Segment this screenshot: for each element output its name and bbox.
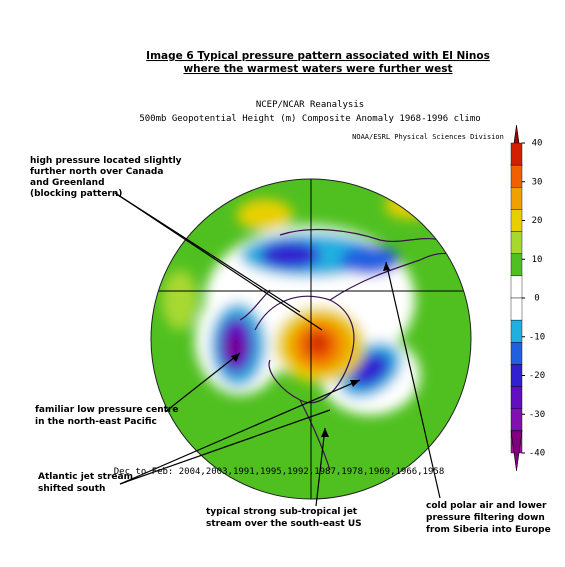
colorbar-tick-label: -20 (529, 371, 545, 381)
colorbar-cap (510, 430, 523, 472)
colorbar-band (510, 386, 523, 409)
colorbar-band (510, 231, 523, 254)
title-line: Image 6 Typical pressure pattern associa… (146, 50, 490, 62)
colorbar-band (510, 187, 523, 210)
colorbar-band (510, 209, 523, 232)
colorbar-tick-label: 30 (532, 177, 543, 187)
colorbar-band (510, 142, 523, 166)
colorbar-band (510, 408, 523, 432)
colorbar-band (510, 275, 523, 299)
annotation: high pressure located slightly further n… (30, 156, 185, 199)
colorbar: 40 30 20 10 0 -10 -20 -30 -40 (510, 124, 545, 472)
map (151, 179, 471, 499)
colorbar-band (510, 319, 523, 343)
header-line: 500mb Geopotential Height (m) Composite … (139, 114, 480, 124)
annotation: Atlantic jet stream shifted south (38, 472, 136, 494)
annotation: familiar low pressure centre in the nort… (35, 405, 182, 427)
arrows (114, 192, 441, 507)
map-border (150, 178, 472, 500)
colorbar-band (510, 297, 523, 321)
colorbar-band (510, 164, 523, 188)
header-line: NCEP/NCAR Reanalysis (256, 100, 364, 110)
colorbar-tick-label: -30 (529, 410, 545, 420)
colorbar-tick-label: 20 (532, 216, 543, 226)
annotation: typical strong sub-tropical jet stream o… (206, 507, 362, 529)
credit: NOAA/ESRL Physical Sciences Division (352, 133, 504, 141)
colorbar-tick-label: 10 (532, 255, 543, 265)
colorbar-tick-label: -40 (529, 449, 545, 459)
colorbar-tick-label: 0 (534, 294, 539, 304)
footer: Dec to Feb: 2004,2003,1991,1995,1992,198… (114, 467, 445, 477)
colorbar-tick-label: 40 (532, 139, 543, 149)
colorbar-band (510, 253, 523, 277)
title-line: where the warmest waters were further we… (183, 63, 452, 75)
colorbar-tick-label: -10 (529, 332, 545, 342)
annotation: cold polar air and lower pressure filter… (426, 501, 551, 535)
colorbar-band (510, 364, 523, 387)
colorbar-band (510, 342, 523, 365)
